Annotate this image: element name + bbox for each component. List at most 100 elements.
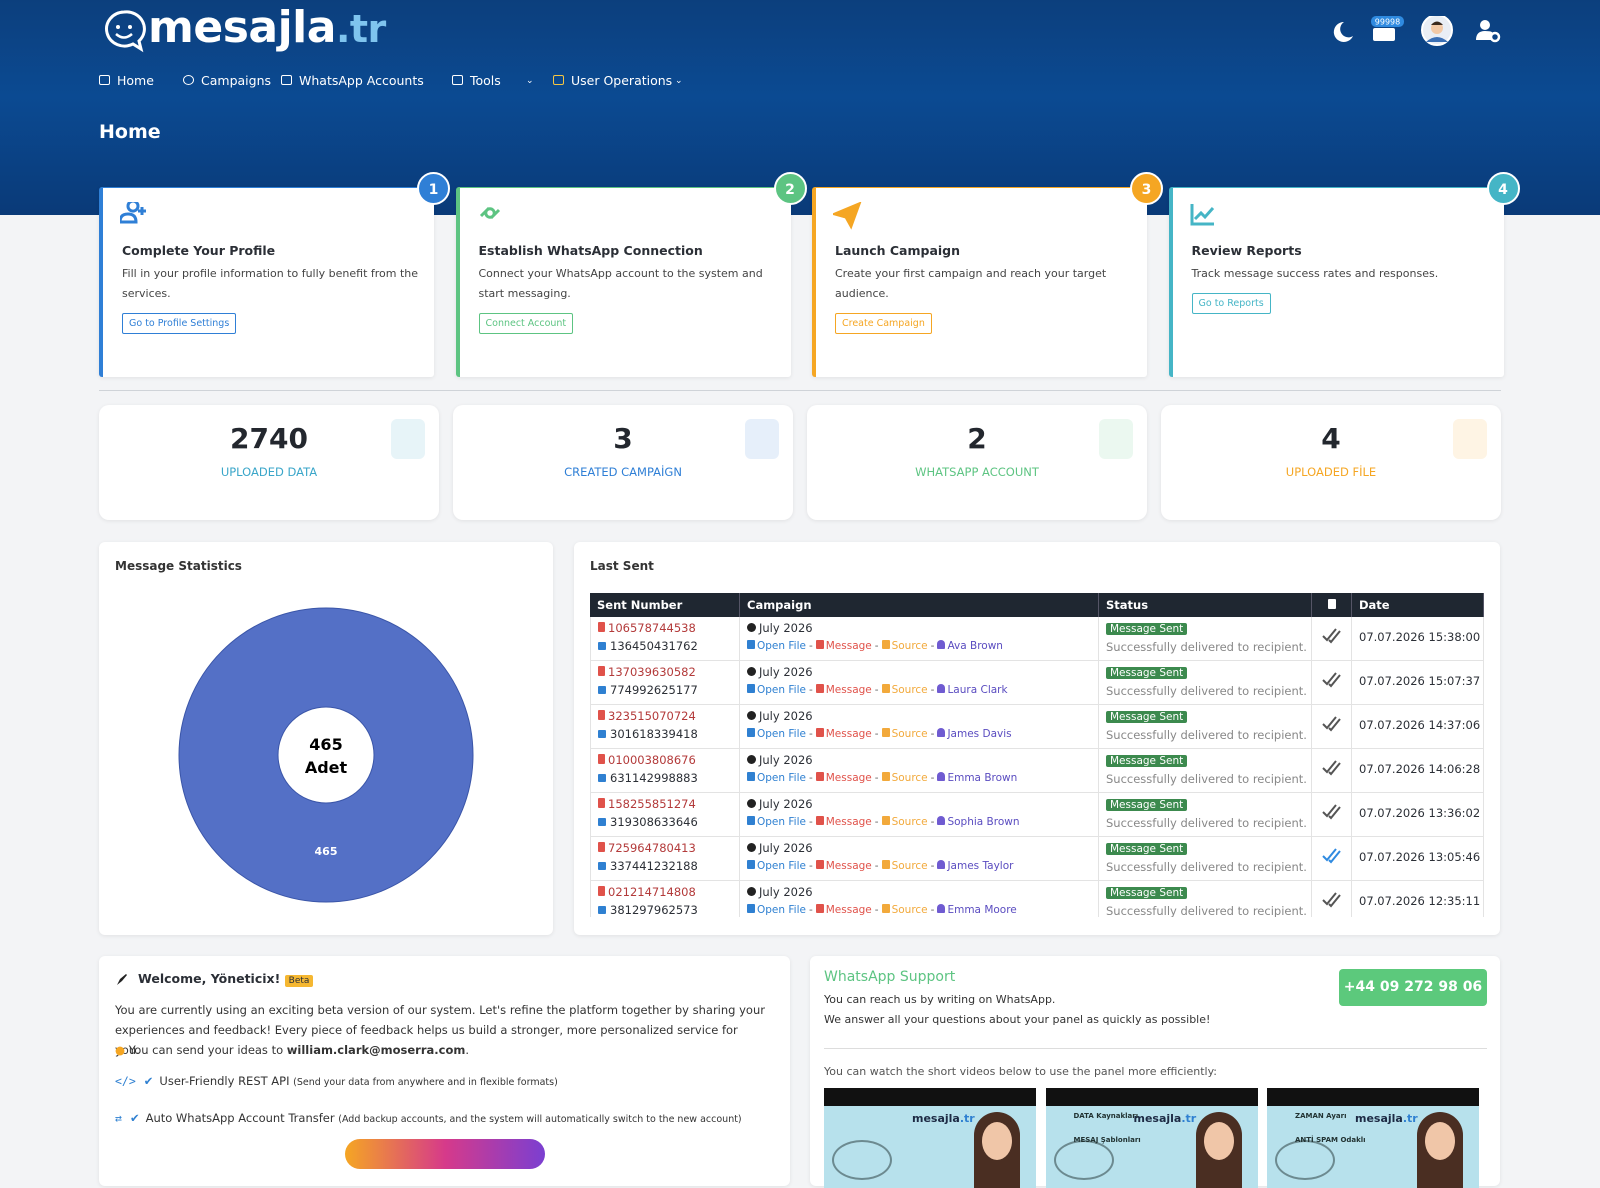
recipient-line: 136450431762 xyxy=(598,638,732,656)
nav-item[interactable]: Campaigns xyxy=(201,73,272,88)
thumbnail-label: DATA Kaynakları xyxy=(1073,1112,1139,1120)
campaign-user[interactable]: Sophia Brown xyxy=(947,815,1020,828)
inbox-icon[interactable] xyxy=(1373,28,1395,41)
campaign-link[interactable]: Message xyxy=(825,639,872,652)
campaign-link[interactable]: Open File xyxy=(757,815,806,828)
status-badge: Message Sent xyxy=(1106,843,1188,855)
campaign-link[interactable]: Source xyxy=(891,903,928,916)
campaign-link[interactable]: Message xyxy=(825,771,872,784)
video-thumbnail[interactable]: mesajla.tr xyxy=(824,1088,1036,1188)
campaign-link[interactable]: Message xyxy=(825,859,872,872)
step-button[interactable]: Connect Account xyxy=(478,313,574,334)
ideas-end: . xyxy=(465,1043,469,1057)
welcome-text: Welcome, Yöneticix! xyxy=(138,971,281,986)
date-cell: 07.07.2026 14:37:06 xyxy=(1352,705,1484,748)
step-title: Review Reports xyxy=(1191,243,1302,258)
email[interactable]: william.clark@moserra.com xyxy=(286,1043,466,1057)
campaign-link[interactable]: Open File xyxy=(757,859,806,872)
link-icon xyxy=(815,771,824,781)
campaign-name[interactable]: July 2026 xyxy=(759,797,813,811)
link-icon xyxy=(881,903,890,913)
recipient-icon xyxy=(598,861,606,870)
thumbnail-logo-tld: .tr xyxy=(1402,1112,1418,1125)
campaign-link[interactable]: Open File xyxy=(757,683,806,696)
read-cell xyxy=(1312,617,1352,660)
cta-button[interactable] xyxy=(345,1139,545,1169)
user-settings[interactable] xyxy=(1480,20,1490,30)
recipient-number: 631142998883 xyxy=(610,770,698,785)
status-text: Successfully delivered to recipient. xyxy=(1106,727,1307,742)
logo[interactable]: mesajla.tr xyxy=(148,2,386,53)
separator: - xyxy=(874,639,879,652)
campaign-name[interactable]: July 2026 xyxy=(759,841,813,855)
nav-item[interactable]: User Operations xyxy=(571,73,673,88)
campaign-name[interactable]: July 2026 xyxy=(759,665,813,679)
donut-slice xyxy=(178,607,474,903)
campaign-user[interactable]: Laura Clark xyxy=(947,683,1008,696)
campaign-line: July 2026 xyxy=(747,884,1091,902)
nav-item[interactable]: Tools xyxy=(470,73,501,88)
feature-note: (Add backup accounts, and the system wil… xyxy=(338,1114,742,1125)
status-line: Message Sent xyxy=(1106,884,1304,903)
step-button[interactable]: Go to Profile Settings xyxy=(122,313,237,334)
thumbnail-logo-text: mesajla xyxy=(912,1112,960,1125)
campaign-link[interactable]: Open File xyxy=(757,727,806,740)
campaign-user[interactable]: James Taylor xyxy=(947,859,1014,872)
nav-item[interactable]: Home xyxy=(117,73,154,88)
sent-number-cell: 323515070724 301618339418 xyxy=(590,705,740,748)
step-text: Create your first campaign and reach you… xyxy=(835,267,1107,300)
phone-button[interactable]: +44 09 272 98 06 xyxy=(1339,969,1487,1006)
separator: - xyxy=(930,639,935,652)
campaign-link[interactable]: Message xyxy=(825,815,872,828)
campaign-link[interactable]: Open File xyxy=(757,903,806,916)
video-thumbnail[interactable]: mesajla.tr DATA Kaynakları MESAJ Şablonlar… xyxy=(1045,1088,1258,1188)
step-button[interactable]: Create Campaign xyxy=(835,313,932,334)
status-badge: Message Sent xyxy=(1106,799,1188,811)
theme-toggle[interactable] xyxy=(1333,21,1353,42)
campaign-link[interactable]: Source xyxy=(891,639,928,652)
status-text: Successfully delivered to recipient. xyxy=(1106,859,1307,874)
recipient-line: 381297962573 xyxy=(598,902,732,918)
campaign-link[interactable]: Source xyxy=(891,683,928,696)
campaign-link[interactable]: Source xyxy=(891,815,928,828)
read-check xyxy=(1321,672,1341,688)
support-line: We answer all your questions about your … xyxy=(824,1013,1211,1026)
table-row: 725964780413 337441232188 July 2026 Open Fi… xyxy=(590,837,1484,881)
link-icon xyxy=(747,727,755,737)
campaign-link[interactable]: Message xyxy=(825,683,872,696)
campaign-user[interactable]: Ava Brown xyxy=(947,639,1003,652)
step-button[interactable]: Go to Reports xyxy=(1191,293,1271,314)
nav-item[interactable]: WhatsApp Accounts xyxy=(299,73,424,88)
campaign-link[interactable]: Message xyxy=(825,903,872,916)
recipient-icon xyxy=(598,905,606,914)
clipboard-icon xyxy=(1327,599,1336,609)
icon-shape xyxy=(833,202,862,230)
campaign-link[interactable]: Message xyxy=(825,727,872,740)
nav-icon xyxy=(553,75,564,85)
separator: - xyxy=(930,683,935,696)
campaign-link[interactable]: Open File xyxy=(757,771,806,784)
step-title: Complete Your Profile xyxy=(122,243,276,258)
campaign-user[interactable]: Emma Moore xyxy=(947,903,1017,916)
campaign-link[interactable]: Source xyxy=(891,727,928,740)
campaign-link[interactable]: Source xyxy=(891,859,928,872)
header-cell: Status xyxy=(1099,593,1312,617)
stat-label: CREATED CAMPAİGN xyxy=(564,465,682,479)
campaign-name[interactable]: July 2026 xyxy=(759,753,813,767)
campaign-name[interactable]: July 2026 xyxy=(759,885,813,899)
campaign-user[interactable]: James Davis xyxy=(947,727,1012,740)
step-number: 1 xyxy=(417,172,450,205)
campaign-name[interactable]: July 2026 xyxy=(759,709,813,723)
campaign-link[interactable]: Source xyxy=(891,771,928,784)
sender-icon xyxy=(598,666,605,676)
campaign-user[interactable]: Emma Brown xyxy=(947,771,1018,784)
recipient-icon xyxy=(598,685,606,694)
video-thumbnail[interactable]: mesajla.tr ZAMAN Ayarı ANTİ SPAM Odaklı xyxy=(1267,1088,1479,1188)
campaign-line: July 2026 xyxy=(747,664,1091,682)
campaign-name[interactable]: July 2026 xyxy=(759,621,813,635)
thumbnail-face xyxy=(1203,1122,1234,1160)
campaign-link[interactable]: Open File xyxy=(757,639,806,652)
campaign-links: Open File - Message - Source - Sophia Brown xyxy=(747,814,1091,832)
separator: - xyxy=(808,903,813,916)
sender-number: 158255851274 xyxy=(608,797,696,811)
